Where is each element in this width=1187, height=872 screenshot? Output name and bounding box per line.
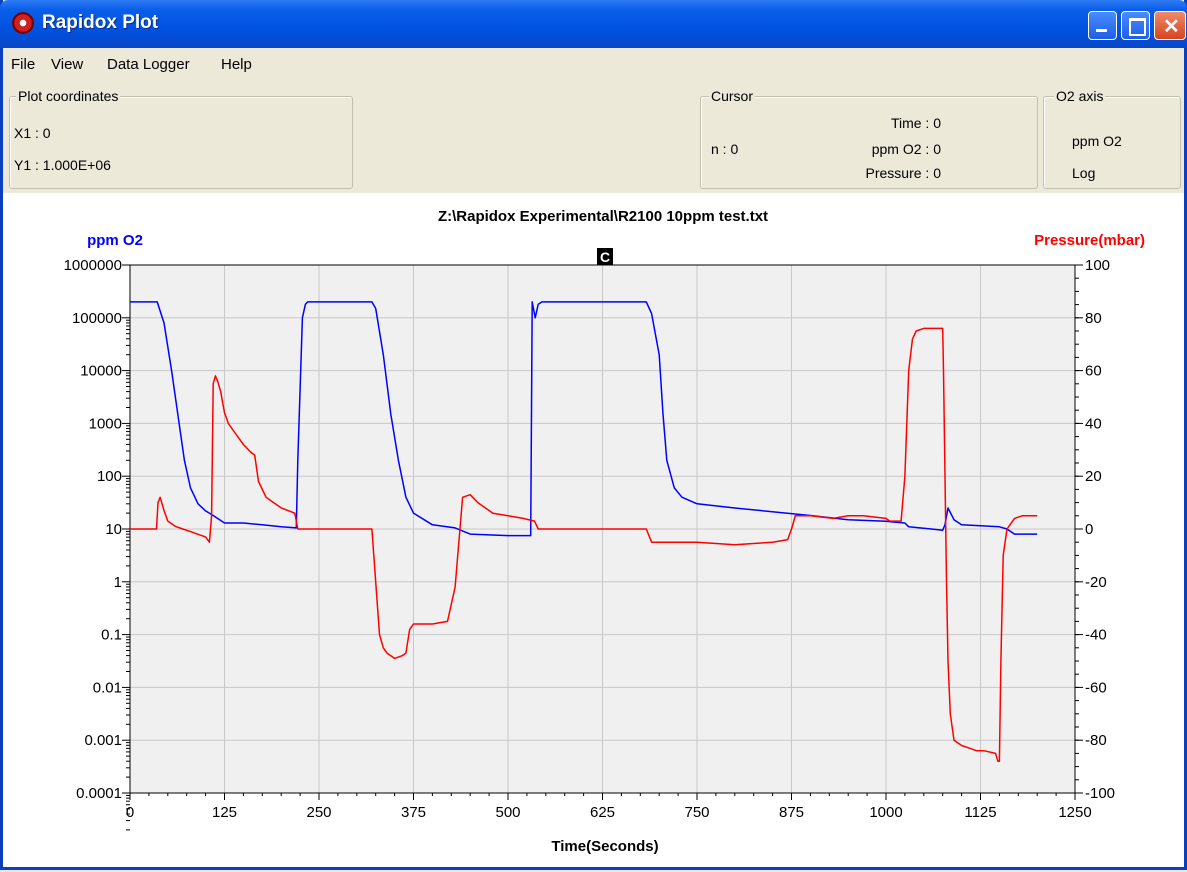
y-left-tick-label: 0.01 — [93, 679, 122, 696]
y-left-tick-label: 1 — [114, 574, 122, 591]
o2-axis-unit[interactable]: ppm O2 — [1072, 133, 1122, 149]
cursor-pressure: Pressure : 0 — [866, 165, 941, 181]
y-right-tick-label: 80 — [1085, 310, 1102, 327]
minimize-icon — [1096, 29, 1107, 32]
y-right-tick-label: 60 — [1085, 363, 1102, 380]
o2-axis-scale[interactable]: Log — [1072, 165, 1095, 181]
app-icon[interactable] — [12, 12, 34, 34]
y-right-tick-label: 100 — [1085, 257, 1110, 274]
y-right-tick-label: -80 — [1085, 732, 1107, 749]
y-right-tick-label: 20 — [1085, 468, 1102, 485]
x-tick-label: 375 — [401, 804, 426, 821]
menu-help[interactable]: Help — [221, 56, 252, 73]
cursor-time: Time : 0 — [891, 115, 941, 131]
right-axis-label: Pressure(mbar) — [1034, 232, 1145, 249]
left-axis-label: ppm O2 — [87, 232, 143, 249]
x-tick-label: 0 — [126, 804, 134, 821]
y-left-tick-label: 100000 — [72, 310, 122, 327]
x-tick-label: 875 — [779, 804, 804, 821]
cursor-n: n : 0 — [711, 141, 738, 157]
y-left-tick-label: 0.1 — [101, 627, 122, 644]
chart-title: Z:\Rapidox Experimental\R2100 10ppm test… — [438, 208, 768, 225]
menu-data-logger[interactable]: Data Logger — [107, 56, 190, 73]
y-right-tick-label: 40 — [1085, 415, 1102, 432]
chart[interactable]: 0 125 250 375 500 625 750 875 1000 1125 1250100000… — [3, 193, 1184, 867]
y-left-tick-label: 1000000 — [64, 257, 122, 274]
y-left-tick-label: 0.0001 — [76, 785, 122, 802]
cursor-marker[interactable]: C — [600, 249, 610, 265]
y-left-tick-label: 1000 — [89, 415, 122, 432]
plot-area[interactable]: 0 125 250 375 500 625 750 875 1000 1125 1250 100000… — [3, 193, 1184, 867]
x-tick-label: 1125 — [964, 804, 996, 821]
maximize-button[interactable] — [1121, 11, 1150, 40]
y-left-tick-label: 10 — [105, 521, 122, 538]
x1-value: X1 : 0 — [14, 125, 51, 141]
close-icon: ✕ — [1163, 14, 1180, 39]
y1-value: Y1 : 1.000E+06 — [14, 157, 111, 173]
cursor-group: Cursor n : 0 Time : 0 ppm O2 : 0 Pressur… — [700, 96, 1038, 189]
y-right-tick-label: -20 — [1085, 574, 1107, 591]
x-tick-label: 625 — [590, 804, 615, 821]
minimize-button[interactable] — [1088, 11, 1117, 40]
x-tick-label: 500 — [495, 804, 520, 821]
o2-axis-legend: O2 axis — [1054, 88, 1105, 104]
x-tick-label: 750 — [684, 804, 709, 821]
y-right-tick-label: -100 — [1085, 785, 1115, 802]
menu-view[interactable]: View — [51, 56, 83, 73]
info-panels: Plot coordinates X1 : 0 Y1 : 1.000E+06 C… — [3, 86, 1184, 190]
cursor-ppm-o2: ppm O2 : 0 — [872, 141, 941, 157]
maximize-icon — [1129, 18, 1146, 36]
plot-coordinates-group: Plot coordinates X1 : 0 Y1 : 1.000E+06 — [9, 96, 353, 189]
y-right-tick-label: -40 — [1085, 627, 1107, 644]
x-tick-label: 1000 — [869, 804, 902, 821]
menu-file[interactable]: File — [11, 56, 35, 73]
y-left-tick-label: 100 — [97, 468, 122, 485]
y-left-tick-label: 10000 — [80, 363, 122, 380]
window-title: Rapidox Plot — [42, 12, 158, 34]
title-bar[interactable]: Rapidox Plot ✕ — [0, 0, 1187, 48]
y-right-tick-label: 0 — [1085, 521, 1093, 538]
y-right-tick-label: -60 — [1085, 679, 1107, 696]
x-tick-label: 250 — [306, 804, 331, 821]
x-axis-label: Time(Seconds) — [551, 838, 658, 855]
y-left-tick-label: 0.001 — [84, 732, 122, 749]
menu-bar: File View Data Logger Help — [3, 48, 1184, 82]
x-tick-label: 1250 — [1058, 804, 1091, 821]
x-tick-label: 125 — [212, 804, 237, 821]
o2-axis-group: O2 axis ppm O2 Log — [1043, 96, 1181, 189]
plot-coordinates-legend: Plot coordinates — [16, 88, 120, 104]
cursor-legend: Cursor — [709, 88, 755, 104]
close-button[interactable]: ✕ — [1154, 11, 1186, 40]
